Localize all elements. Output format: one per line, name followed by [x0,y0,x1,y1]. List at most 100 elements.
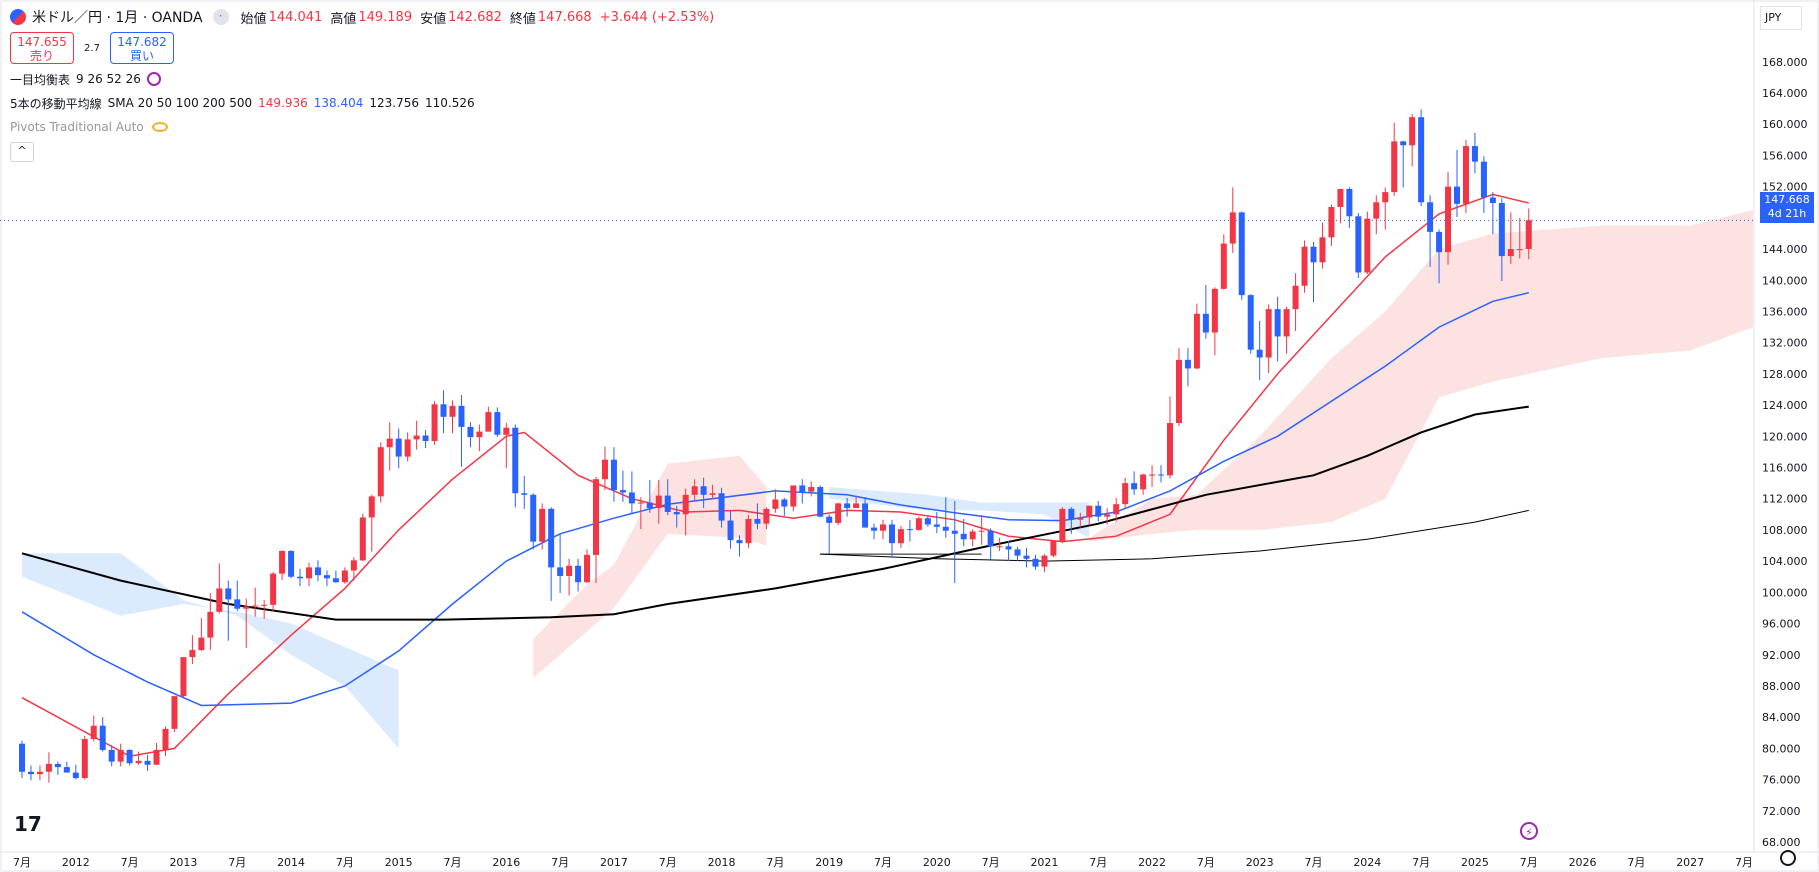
candle-body [1454,186,1460,204]
indicator-sma[interactable]: 5本の移動平均線 SMA 20 50 100 200 500 149.936 1… [10,94,722,112]
candle-body [1023,555,1030,559]
candle-body [754,518,761,524]
candle-body [261,604,268,606]
candle-body [1373,202,1380,219]
candle-body [467,426,474,438]
candle-body [718,493,725,521]
candle-body [1131,483,1138,490]
candle-body [288,550,295,577]
candle-body [1041,555,1048,567]
candle-body [45,763,52,772]
collapse-legend-button[interactable]: ^ [10,142,34,162]
candle-body [853,503,860,509]
x-tick-label: 7月 [1305,856,1323,869]
candle-body [1301,246,1308,286]
candle-body [135,760,142,764]
candle-body [539,508,546,542]
candle-body [1346,188,1353,217]
y-tick-label: 104.000 [1762,555,1808,568]
indicator-pivots[interactable]: Pivots Traditional Auto [10,118,722,136]
candle-body [1175,359,1182,424]
x-tick-label: 7月 [551,856,569,869]
candle-body [1202,313,1209,333]
hidden-eye-icon[interactable] [151,122,168,132]
candle-body [772,499,779,509]
ichimoku-label: 一目均衡表 [10,72,71,87]
x-tick-label: 7月 [444,856,462,869]
candle-body [440,404,447,417]
candle-body [207,611,214,638]
candle-body [1184,359,1191,369]
candle-body [1337,188,1344,207]
x-tick-label: 2021 [1030,856,1058,869]
candle-body [987,530,994,547]
sell-button[interactable]: 147.655 売り [10,32,74,64]
candle-body [844,503,851,509]
candle-body [341,570,348,583]
sync-icon[interactable] [146,72,161,86]
candle-body [1005,546,1012,550]
usd-jpy-flag-icon [10,9,26,25]
candle-body [422,435,429,441]
candle-body [458,405,465,427]
candle-body [673,511,680,515]
candle-body [36,771,43,775]
candle-body [1489,197,1496,204]
candle-body [808,487,815,492]
x-tick-label: 2013 [169,856,197,869]
candle-body [601,459,608,480]
x-tick-label: 2015 [385,856,413,869]
candle-body [377,447,384,497]
candle-body [108,749,115,762]
candle-body [862,503,869,528]
candle-body [1409,117,1416,146]
x-tick-label: 2025 [1461,856,1489,869]
x-tick-label: 2026 [1569,856,1597,869]
candle-body [1095,505,1102,517]
candle-body [709,493,716,495]
x-tick-label: 2022 [1138,856,1166,869]
candle-body [1471,146,1478,162]
candle-body [691,486,698,495]
close-label: 終値 [509,11,536,27]
candle-body [826,516,833,523]
candle-body [162,728,169,750]
x-tick-label: 7月 [1089,856,1107,869]
indicator-ichimoku[interactable]: 一目均衡表 9 26 52 26 [10,70,722,88]
lightning-icon[interactable]: ⚡ [1520,822,1538,840]
currency-selector[interactable]: JPY [1760,6,1802,30]
ask-price: 147.682 [117,35,167,49]
candle-body [494,412,501,435]
candle-body [799,485,806,492]
low-value: 142.682 [448,9,502,25]
x-tick-label: 7月 [121,856,139,869]
x-tick-label: 2018 [708,856,736,869]
candle-body [476,431,483,438]
gear-icon[interactable] [1780,850,1796,866]
candle-body [1247,295,1254,350]
y-tick-label: 84.000 [1762,711,1801,724]
candle-body [1418,117,1425,203]
candle-body [54,763,61,768]
candle-body [1283,309,1290,337]
tradingview-logo[interactable]: 17 [14,812,42,836]
spread-value: 2.7 [84,42,100,54]
x-tick-label: 7月 [1412,856,1430,869]
bid-label: 売り [29,49,54,63]
candle-body [619,490,626,493]
buy-button[interactable]: 147.682 買い [110,32,174,64]
x-tick-label: 7月 [1627,856,1645,869]
sma-value-2: 138.404 [313,96,364,110]
candle-body [395,438,402,457]
candle-body [1516,249,1523,251]
ask-label: 買い [129,49,154,63]
more-dots-icon[interactable]: · [212,9,229,25]
symbol-title[interactable]: 米ドル／円 · 1月 · OANDA [32,10,203,26]
y-tick-label: 80.000 [1762,742,1801,755]
y-tick-label: 128.000 [1762,368,1808,381]
candle-body [1274,309,1281,337]
candle-body [1167,423,1173,476]
candle-body [404,439,411,457]
